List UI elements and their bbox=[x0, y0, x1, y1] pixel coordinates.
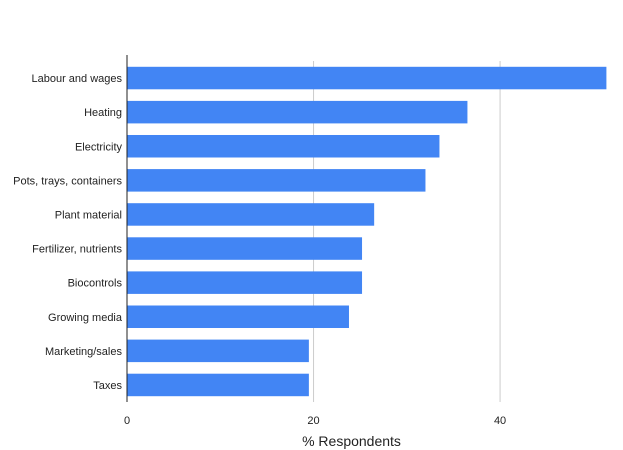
category-label: Marketing/sales bbox=[45, 346, 123, 358]
x-tick-label: 0 bbox=[124, 415, 130, 427]
category-label: Plant material bbox=[55, 209, 122, 221]
bar bbox=[127, 339, 309, 363]
bar bbox=[127, 237, 363, 260]
category-label: Labour and wages bbox=[31, 73, 122, 85]
bars bbox=[127, 66, 607, 397]
x-tick-label: 20 bbox=[307, 415, 319, 427]
category-label: Biocontrols bbox=[68, 278, 123, 290]
bar bbox=[127, 100, 468, 124]
bar bbox=[127, 373, 309, 397]
category-label: Fertilizer, nutrients bbox=[32, 244, 122, 256]
x-tick-labels: 0 20 40 bbox=[124, 415, 506, 427]
category-label: Growing media bbox=[48, 312, 123, 324]
category-labels: Labour and wages Heating Electricity Pots, … bbox=[13, 73, 123, 392]
category-label: Pots, trays, containers bbox=[13, 175, 122, 187]
bar bbox=[127, 169, 426, 192]
category-label: Electricity bbox=[75, 141, 123, 153]
x-axis-title: % Respondents bbox=[302, 433, 401, 449]
bar bbox=[127, 134, 440, 158]
bar bbox=[127, 305, 349, 329]
x-tick-label: 40 bbox=[494, 415, 506, 427]
category-label: Taxes bbox=[93, 380, 122, 392]
bar bbox=[127, 66, 607, 90]
category-label: Heating bbox=[84, 107, 122, 119]
bar bbox=[127, 203, 375, 226]
bar bbox=[127, 271, 363, 294]
